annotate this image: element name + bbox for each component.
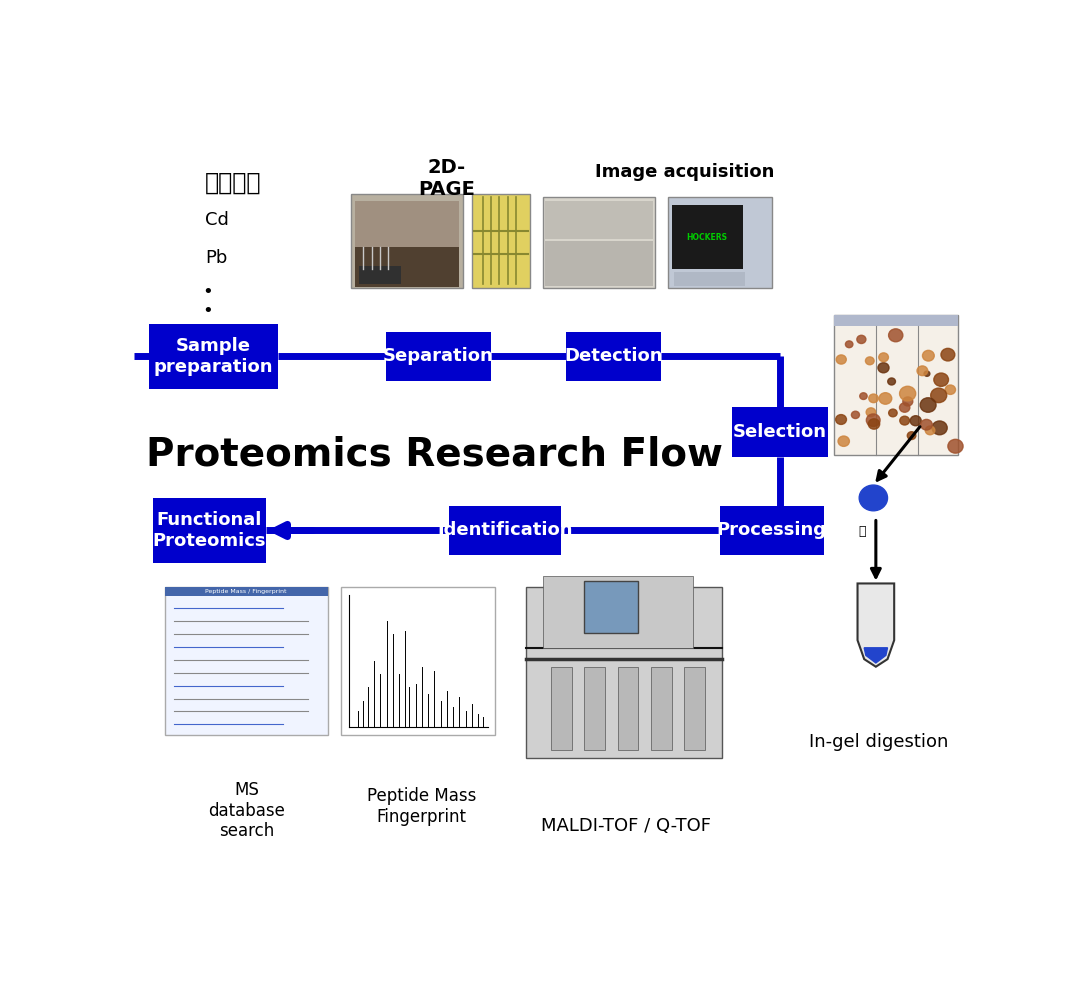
FancyBboxPatch shape	[449, 506, 561, 555]
FancyBboxPatch shape	[545, 202, 653, 239]
Circle shape	[900, 386, 916, 401]
FancyBboxPatch shape	[545, 241, 653, 286]
FancyBboxPatch shape	[543, 576, 692, 648]
FancyBboxPatch shape	[732, 408, 828, 457]
FancyBboxPatch shape	[719, 506, 823, 555]
Circle shape	[889, 329, 903, 342]
FancyBboxPatch shape	[585, 581, 639, 633]
Circle shape	[838, 436, 849, 446]
Circle shape	[889, 409, 898, 417]
Text: HOCKERS: HOCKERS	[687, 233, 728, 242]
Circle shape	[920, 420, 932, 430]
Text: Functional
Proteomics: Functional Proteomics	[153, 511, 267, 549]
FancyBboxPatch shape	[166, 587, 328, 735]
FancyBboxPatch shape	[386, 332, 490, 381]
Circle shape	[869, 394, 878, 403]
FancyBboxPatch shape	[834, 315, 958, 455]
FancyBboxPatch shape	[674, 272, 745, 286]
Text: Detection: Detection	[564, 347, 662, 366]
Text: Identification: Identification	[438, 521, 573, 540]
Circle shape	[941, 348, 955, 361]
FancyBboxPatch shape	[672, 205, 743, 269]
Text: Peptide Mass / Fingerprint: Peptide Mass / Fingerprint	[205, 589, 287, 595]
Circle shape	[917, 366, 928, 376]
Circle shape	[857, 335, 865, 343]
Circle shape	[866, 408, 876, 417]
FancyBboxPatch shape	[543, 198, 655, 288]
Circle shape	[869, 419, 879, 430]
Text: MS
database
search: MS database search	[209, 781, 285, 840]
Circle shape	[924, 371, 930, 376]
Circle shape	[920, 398, 936, 412]
Circle shape	[835, 415, 846, 425]
FancyBboxPatch shape	[685, 666, 705, 750]
Circle shape	[903, 397, 913, 406]
Circle shape	[926, 426, 935, 434]
Circle shape	[866, 414, 880, 427]
Circle shape	[907, 432, 916, 439]
Circle shape	[934, 373, 948, 386]
FancyBboxPatch shape	[651, 666, 672, 750]
Text: Cd: Cd	[205, 211, 229, 229]
FancyBboxPatch shape	[341, 587, 496, 735]
FancyBboxPatch shape	[526, 587, 721, 758]
Circle shape	[836, 355, 846, 364]
Circle shape	[948, 439, 963, 453]
Text: Proteomics Research Flow: Proteomics Research Flow	[146, 435, 722, 474]
Circle shape	[945, 385, 956, 394]
Text: 🔧: 🔧	[858, 526, 865, 539]
Text: Selection: Selection	[733, 423, 827, 441]
Polygon shape	[858, 584, 894, 666]
Text: Processing: Processing	[717, 521, 827, 540]
FancyBboxPatch shape	[153, 498, 266, 562]
Circle shape	[879, 392, 892, 404]
Text: Image acquisition: Image acquisition	[594, 163, 774, 182]
Circle shape	[878, 363, 889, 373]
Text: Peptide Mass
Fingerprint: Peptide Mass Fingerprint	[368, 787, 476, 826]
Circle shape	[911, 416, 921, 426]
FancyBboxPatch shape	[149, 324, 278, 388]
FancyBboxPatch shape	[551, 666, 572, 750]
Circle shape	[900, 416, 909, 425]
Circle shape	[845, 341, 852, 348]
FancyBboxPatch shape	[585, 666, 605, 750]
Text: •: •	[203, 302, 214, 320]
Text: Sample
preparation: Sample preparation	[154, 337, 273, 376]
Circle shape	[865, 357, 874, 365]
FancyBboxPatch shape	[359, 265, 401, 284]
FancyBboxPatch shape	[350, 194, 463, 288]
FancyBboxPatch shape	[617, 666, 639, 750]
Circle shape	[888, 377, 895, 385]
Text: 나노입자: 나노입자	[205, 170, 261, 195]
Text: In-gel digestion: In-gel digestion	[808, 733, 948, 751]
Text: Pb: Pb	[205, 249, 228, 267]
Text: •: •	[203, 283, 214, 301]
FancyBboxPatch shape	[355, 245, 459, 287]
Circle shape	[900, 403, 909, 412]
Circle shape	[859, 485, 888, 511]
Text: 2D-
PAGE: 2D- PAGE	[418, 158, 475, 199]
FancyBboxPatch shape	[166, 587, 328, 597]
Circle shape	[922, 350, 934, 361]
Circle shape	[851, 411, 860, 419]
FancyBboxPatch shape	[472, 194, 530, 288]
Circle shape	[932, 421, 947, 434]
Circle shape	[878, 353, 888, 362]
Circle shape	[931, 388, 947, 403]
FancyBboxPatch shape	[668, 198, 772, 288]
Text: Separation: Separation	[383, 347, 493, 366]
Circle shape	[860, 393, 868, 399]
FancyBboxPatch shape	[565, 332, 661, 381]
FancyBboxPatch shape	[834, 315, 958, 326]
Polygon shape	[864, 648, 888, 663]
Text: MALDI-TOF / Q-TOF: MALDI-TOF / Q-TOF	[541, 817, 711, 835]
FancyBboxPatch shape	[355, 202, 459, 247]
